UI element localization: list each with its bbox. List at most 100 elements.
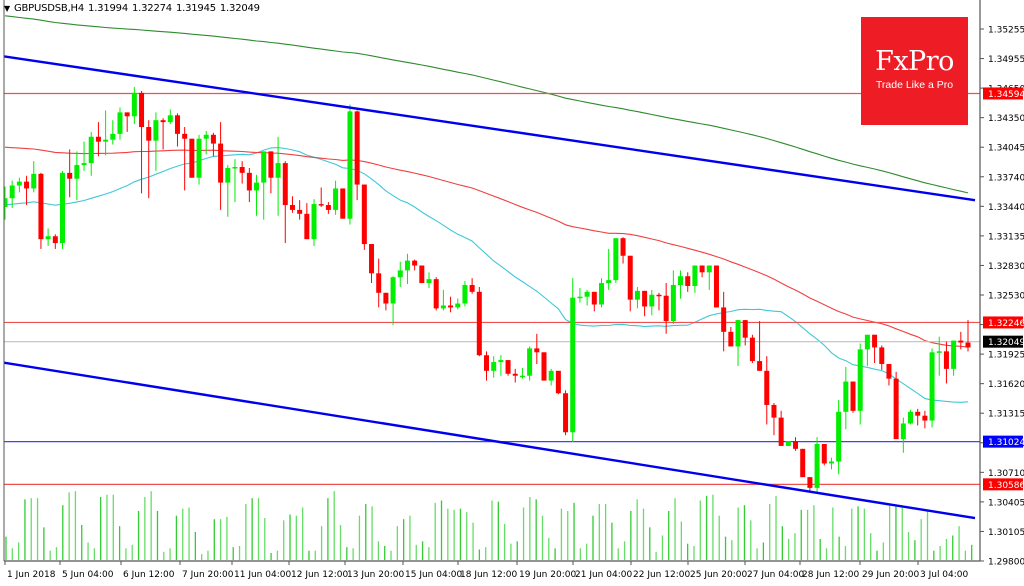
x-tick-label: 13 Jun 20:00 [347, 570, 404, 580]
candle [469, 278, 475, 294]
candle [915, 408, 921, 426]
candle [426, 272, 432, 288]
candle [555, 370, 561, 395]
candle [548, 368, 554, 386]
ma-fast-line [4, 147, 969, 403]
candle [965, 320, 971, 352]
candle [304, 203, 310, 240]
candle [663, 283, 669, 334]
candle [146, 120, 152, 199]
candle [103, 110, 109, 156]
candle [268, 151, 274, 194]
candle [814, 437, 820, 493]
candle [246, 167, 252, 203]
candle [16, 177, 22, 193]
candle [153, 112, 159, 171]
y-tick-label: 1.30710 [988, 469, 1024, 479]
candle [929, 348, 935, 428]
x-tick-label: 6 Jun 12:00 [123, 570, 175, 580]
candle [843, 366, 849, 430]
candle [196, 134, 202, 185]
candle [239, 161, 245, 184]
lower-channel-trendline[interactable] [0, 360, 976, 520]
candle [821, 443, 827, 466]
candle [361, 184, 367, 250]
candle [38, 172, 44, 249]
candle [749, 334, 755, 364]
candle [699, 265, 705, 278]
chart-header: ▼ GBPUSDSB,H4 1.31994 1.32274 1.31945 1.32049 [4, 3, 260, 14]
price-labels: 1.34594 1.32246 1.32049 1.31024 1.30586 [983, 87, 1024, 491]
candle [692, 265, 698, 293]
candle [110, 120, 116, 145]
candle [498, 355, 504, 376]
candle [448, 296, 454, 313]
candle [210, 132, 216, 157]
candle [124, 112, 130, 132]
candle [203, 130, 209, 155]
fxpro-logo: FxPro Trade Like a Pro [861, 17, 968, 125]
candle [261, 151, 267, 220]
candle [879, 345, 885, 370]
candle [505, 360, 511, 376]
x-tick-label: 19 Jun 20:00 [519, 570, 576, 580]
candle [2, 186, 8, 220]
candle [404, 253, 410, 285]
candle [598, 278, 604, 308]
candle [613, 238, 619, 284]
candle [167, 109, 173, 125]
candle [828, 457, 834, 470]
candle [728, 326, 734, 347]
x-tick-label: 15 Jun 04:00 [405, 570, 462, 580]
candle [757, 321, 763, 371]
candle [706, 265, 712, 290]
price-tag-label: 1.32246 [988, 319, 1024, 329]
x-tick-label: 18 Jun 12:00 [460, 570, 517, 580]
candle [31, 161, 37, 193]
low-value: 1.31945 [175, 3, 216, 14]
candle [9, 180, 15, 208]
candle [440, 289, 446, 311]
candle [254, 174, 260, 216]
candle [182, 127, 188, 191]
dropdown-triangle-icon[interactable]: ▼ [4, 4, 10, 13]
logo-tagline: Trade Like a Pro [875, 79, 954, 91]
y-tick-label: 1.34955 [988, 55, 1024, 65]
candle [419, 265, 425, 284]
candle [218, 122, 224, 210]
price-tag [983, 316, 1023, 329]
candle [857, 343, 863, 425]
y-tick-label: 1.33440 [988, 203, 1024, 213]
x-tick-label: 27 Jun 04:00 [747, 570, 804, 580]
y-tick-label: 1.31620 [988, 380, 1024, 390]
candle [713, 265, 719, 308]
candle [951, 340, 957, 376]
y-tick-label: 1.33740 [988, 173, 1024, 183]
candle [289, 196, 295, 213]
trend-channel[interactable] [0, 54, 976, 520]
candle [52, 234, 58, 249]
upper-channel-trendline[interactable] [0, 54, 976, 202]
candle [24, 175, 30, 206]
candle [512, 368, 518, 383]
logo-brand: FxPro [875, 46, 954, 77]
ma-slow-line [4, 15, 969, 194]
candle [160, 118, 166, 150]
candle [347, 104, 353, 225]
candle [656, 292, 662, 311]
price-tag [983, 87, 1023, 100]
candle [88, 131, 94, 176]
price-tag-label: 1.34594 [988, 90, 1024, 100]
price-tag [983, 335, 1023, 348]
candle [67, 149, 73, 198]
candle [275, 136, 281, 216]
y-tick-label: 1.32530 [988, 292, 1024, 302]
candle [325, 202, 331, 214]
candle [850, 381, 856, 413]
x-tick-label: 7 Jun 20:00 [182, 570, 234, 580]
candle [958, 331, 964, 350]
candle [908, 409, 914, 425]
price-tag-label: 1.32049 [988, 338, 1024, 348]
